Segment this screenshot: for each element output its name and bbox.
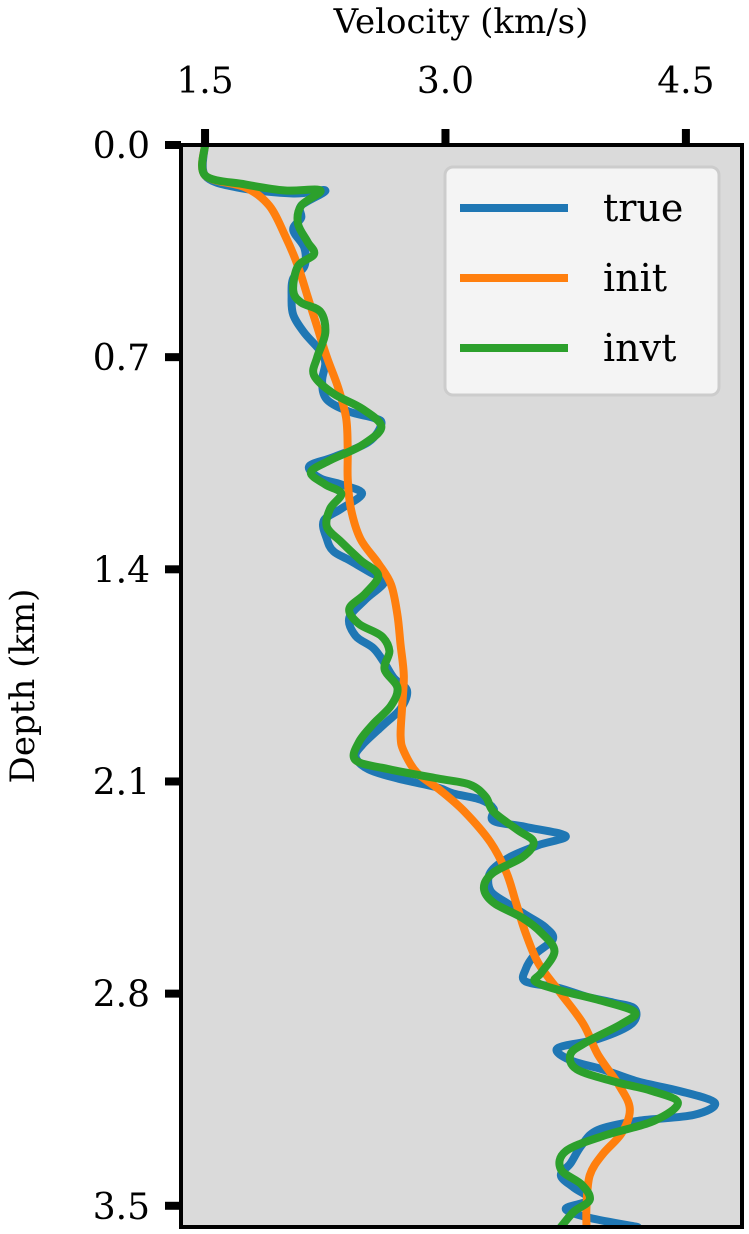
y-tick-label: 0.7	[93, 338, 150, 379]
x-tick-label: 4.5	[657, 61, 714, 102]
y-axis-title: Depth (km)	[3, 589, 43, 784]
y-tick-label: 2.1	[93, 762, 150, 803]
legend: true init invt	[443, 165, 721, 397]
legend-box	[443, 165, 721, 397]
legend-label-init: init	[603, 256, 667, 300]
x-axis-title: Velocity (km/s)	[333, 2, 589, 42]
x-axis-ticks: 1.5 3.0 4.5	[176, 61, 715, 145]
y-tick-label: 3.5	[93, 1187, 150, 1228]
legend-label-true: true	[603, 186, 683, 230]
legend-label-invt: invt	[603, 326, 676, 370]
x-tick-label: 3.0	[417, 61, 474, 102]
series-lines	[198, 145, 720, 1227]
y-tick-label: 1.4	[93, 550, 150, 591]
x-tick-label: 1.5	[176, 61, 233, 102]
series-line-invt	[198, 145, 682, 1227]
y-tick-label: 2.8	[93, 975, 150, 1016]
y-tick-label: 0.0	[93, 126, 150, 167]
series-line-init	[198, 145, 634, 1227]
plot-frame	[179, 143, 744, 1229]
y-axis-ticks: 0.0 0.7 1.4 2.1 2.8 3.5	[93, 126, 181, 1228]
